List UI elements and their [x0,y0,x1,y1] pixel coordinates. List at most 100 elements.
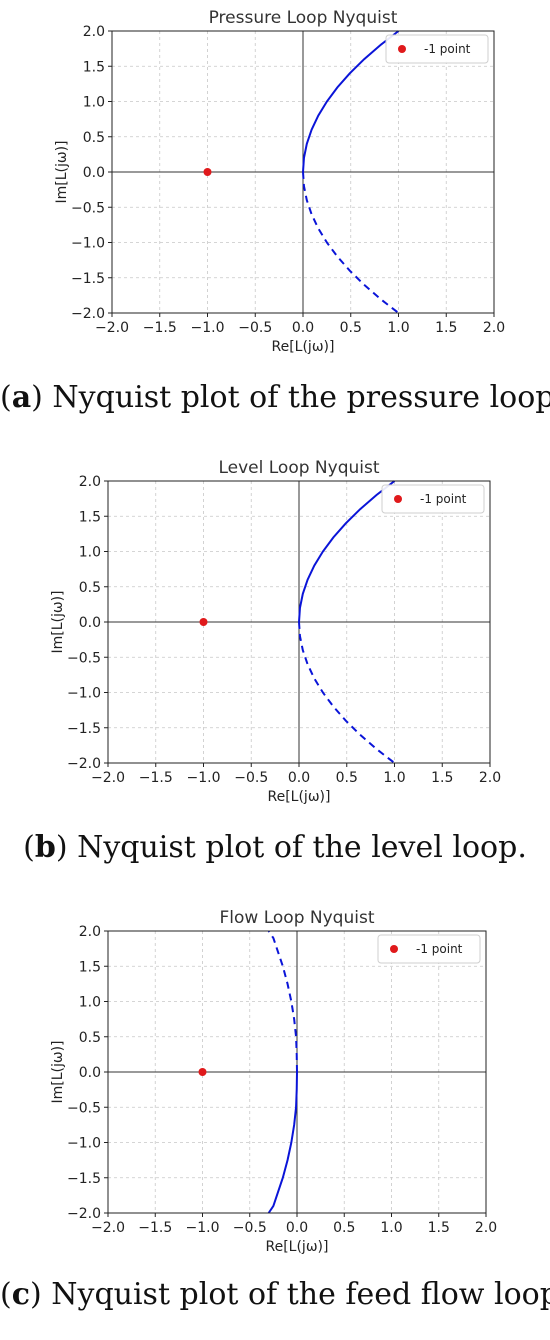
x-tick-label: 0.0 [292,320,314,336]
x-tick-label: 0.5 [340,320,362,336]
nyquist-chart-pressure: Pressure Loop Nyquist −2.0 −1.5 −1.0 −0.5 0.0… [54,8,505,355]
x-tick-label: 0.0 [288,770,310,786]
y-axis-title: Im[L(jω)] [50,590,66,653]
nyquist-curve-dashed [298,621,396,764]
minus-one-point [198,1068,207,1076]
x-tick-label: −2.0 [91,1220,125,1236]
legend-label: -1 point [424,42,471,56]
y-tick-label: 0.5 [79,1030,101,1046]
legend: -1 point [381,484,485,514]
y-axis-title: Im[L(jω)] [54,140,70,203]
x-tick-label: 0.0 [286,1220,308,1236]
y-tick-label: 1.5 [83,59,105,75]
x-tick-label: 1.5 [428,1220,450,1236]
x-tick-label: 1.5 [435,320,457,336]
y-tick-label: −1.0 [67,686,101,702]
panel-a: Pressure Loop Nyquist −2.0 −1.5 −1.0 −0.5 0.0… [0,0,550,440]
caption-text: ) Nyquist plot of the level loop. [55,830,527,865]
x-tick-label: −0.5 [238,320,272,336]
x-tick-label: −1.5 [139,770,173,786]
legend-box [385,34,489,64]
y-tick-label: 2.0 [83,24,105,40]
legend-marker [398,45,406,53]
x-tick-label: 1.0 [387,320,409,336]
y-tick-label: 0.0 [79,615,101,631]
y-tick-label: 1.5 [79,509,101,525]
legend-marker [390,945,398,953]
x-tick-label: 0.5 [336,770,358,786]
y-tick-label: 2.0 [79,924,101,940]
nyquist-curve-solid [298,480,396,623]
y-tick-label: 0.5 [79,580,101,596]
y-tick-label: 2.0 [79,474,101,490]
x-tick-label: −0.5 [233,1220,267,1236]
x-tick-label: −0.5 [234,770,268,786]
y-tick-label: −2.0 [71,306,105,322]
y-tick-label: 1.0 [79,995,101,1011]
nyquist-curve-dashed [302,171,400,314]
caption-text: ) Nyquist plot of the pressure loop. [31,380,550,415]
y-tick-label: −0.5 [67,650,101,666]
y-tick-label: 0.0 [83,165,105,181]
x-tick-label: −2.0 [91,770,125,786]
legend-box [377,934,481,964]
caption-b: (b) Nyquist plot of the level loop. [0,830,550,865]
minus-one-point [203,168,212,176]
x-tick-label: −1.5 [138,1220,172,1236]
y-tick-label: 0.0 [79,1065,101,1081]
x-tick-label: 2.0 [483,320,505,336]
x-tick-label: −1.0 [187,770,221,786]
caption-letter: b [34,830,56,865]
x-tick-label: −1.5 [143,320,177,336]
x-axis-title: Re[L(jω)] [268,789,331,805]
caption-c: (c) Nyquist plot of the feed flow loop. [0,1277,550,1312]
y-tick-label: −1.5 [67,1171,101,1187]
x-tick-label: 2.0 [475,1220,497,1236]
caption-open: ( [0,380,12,415]
legend: -1 point [385,34,489,64]
y-tick-label: −1.0 [71,236,105,252]
x-tick-label: 2.0 [479,770,501,786]
x-tick-label: 0.5 [333,1220,355,1236]
y-tick-label: 1.5 [79,959,101,975]
nyquist-curve-solid [302,30,400,173]
y-axis-title: Im[L(jω)] [50,1040,66,1103]
caption-open: ( [23,830,35,865]
y-tick-label: 1.0 [79,545,101,561]
legend-box [381,484,485,514]
nyquist-chart-level: Level Loop Nyquist −2.0 −1.5 −1.0 −0.5 0.0 0.5… [50,458,501,805]
caption-a: (a) Nyquist plot of the pressure loop. [0,380,550,415]
y-tick-label: −2.0 [67,1206,101,1222]
legend-label: -1 point [416,942,463,956]
legend: -1 point [377,934,481,964]
nyquist-curve-solid [267,1071,298,1214]
y-tick-label: −0.5 [67,1100,101,1116]
nyquist-curve-dashed [267,930,298,1073]
chart-title: Flow Loop Nyquist [220,908,375,928]
chart-title: Level Loop Nyquist [218,458,379,478]
y-tick-label: −2.0 [67,756,101,772]
caption-letter: a [11,380,32,415]
y-tick-label: −1.5 [67,721,101,737]
x-tick-label: −1.0 [186,1220,220,1236]
x-tick-label: 1.0 [380,1220,402,1236]
x-tick-label: −2.0 [95,320,129,336]
panel-b: Level Loop Nyquist −2.0 −1.5 −1.0 −0.5 0.0 0.5… [0,450,550,890]
minus-one-point [199,618,208,626]
x-axis-title: Re[L(jω)] [272,339,335,355]
y-tick-label: −1.0 [67,1136,101,1152]
y-tick-label: 0.5 [83,130,105,146]
legend-label: -1 point [420,492,467,506]
y-tick-label: −1.5 [71,271,105,287]
x-tick-label: 1.5 [431,770,453,786]
nyquist-chart-flow: Flow Loop Nyquist −2.0 −1.5 −1.0 −0.5 0.0 0.5 1… [50,908,497,1255]
x-tick-label: −1.0 [191,320,225,336]
caption-open: ( [0,1277,12,1312]
y-tick-label: 1.0 [83,95,105,111]
caption-letter: c [11,1277,30,1312]
panel-c: Flow Loop Nyquist −2.0 −1.5 −1.0 −0.5 0.0 0.5 1… [0,900,550,1340]
legend-marker [394,495,402,503]
x-tick-label: 1.0 [383,770,405,786]
caption-text: ) Nyquist plot of the feed flow loop. [30,1277,550,1312]
chart-title: Pressure Loop Nyquist [209,8,398,28]
